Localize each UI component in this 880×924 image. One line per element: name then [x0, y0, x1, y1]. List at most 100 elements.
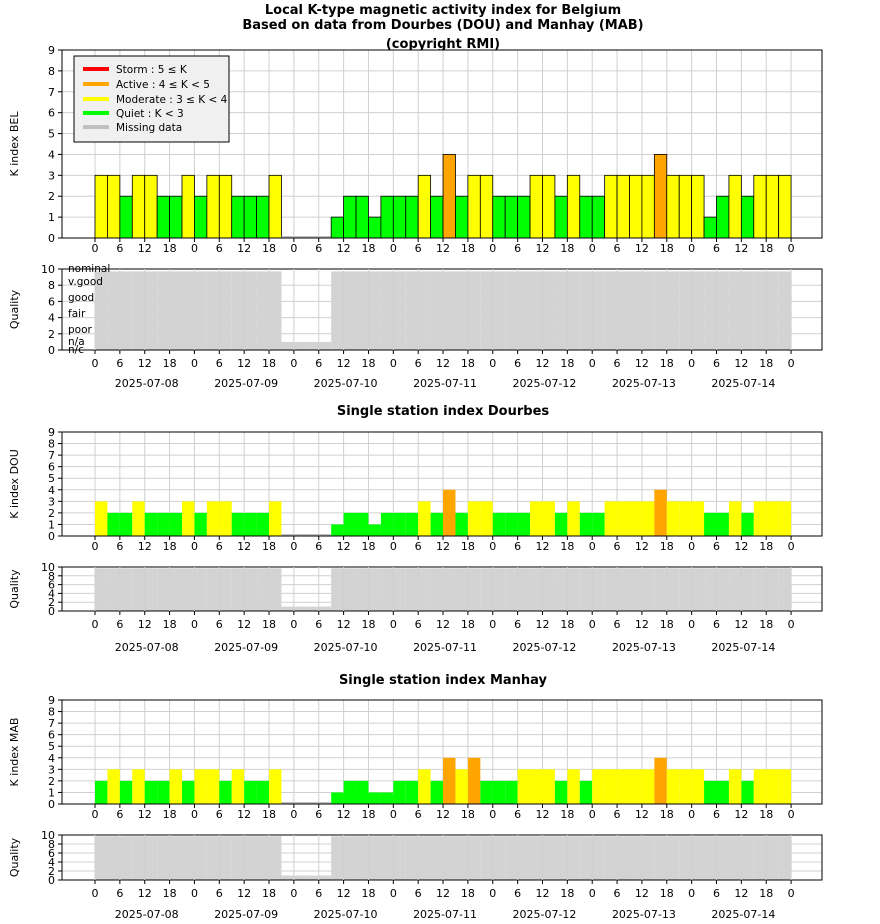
mab-bar	[331, 792, 344, 804]
bel-quality-xtick-label: 6	[116, 357, 123, 370]
mab-quality-bar	[206, 836, 220, 880]
mab-quality-bar	[679, 836, 692, 880]
dou-bar	[666, 501, 680, 536]
bel-ytick-label: 2	[48, 190, 55, 203]
dou-bar	[231, 512, 245, 536]
mab-bar	[455, 769, 468, 804]
dou-quality-bar	[144, 568, 158, 611]
dou-quality-ytick-label: 8	[48, 570, 55, 583]
dou-quality-bar	[505, 568, 518, 611]
mab-bar	[641, 769, 655, 804]
dou-bar	[629, 501, 642, 536]
dou-quality-bar	[691, 568, 705, 611]
dou-xtick-label: 6	[614, 540, 621, 553]
dou-bar	[592, 512, 605, 536]
bel-quality-bar	[443, 271, 456, 350]
dou-quality-bar	[157, 568, 170, 611]
mab-bar	[231, 769, 245, 804]
mab-bar	[629, 769, 642, 804]
bel-bar	[666, 174, 680, 239]
bel-bar	[467, 174, 481, 239]
bel-quality-plot-frame	[61, 268, 823, 351]
bel-bar	[616, 174, 630, 239]
mab-bar	[617, 769, 630, 804]
bel-quality-panel: 0 2 4 6 8 10 0 6 12 18 0 6 12 18 0 6 12 18 0 6 12 18 0 6 12 18 0 6 1…	[8, 263, 823, 390]
dou-xtick-label: 0	[290, 540, 297, 553]
mab-bar	[418, 769, 431, 804]
dou-quality-xtick-label: 18	[361, 618, 375, 631]
mab-quality-bar	[629, 836, 642, 880]
dou-xtick-label: 18	[361, 540, 375, 553]
legend-label-active: Active : 4 ≤ K < 5	[116, 79, 210, 91]
dou-bar	[244, 512, 257, 536]
mab-quality-bar	[306, 875, 319, 880]
bel-quality-xtick-label: 18	[660, 357, 674, 370]
mab-quality-bar	[542, 836, 555, 880]
mab-bar	[530, 769, 543, 804]
quality-level-label: n/a	[68, 336, 85, 348]
bel-quality-bar	[169, 271, 183, 350]
bel-quality-bar	[119, 271, 133, 350]
mab-quality-xtick-label: 18	[660, 887, 674, 900]
bel-bar	[194, 195, 208, 239]
mab-bar	[144, 780, 158, 804]
dou-quality-xtick-label: 0	[688, 618, 695, 631]
mab-quality-xtick-label: 6	[415, 887, 422, 900]
bel-xtick-label: 0	[788, 242, 795, 255]
dou-quality-bar	[443, 568, 456, 611]
bel-quality-xtick-label: 18	[262, 357, 276, 370]
dou-quality-bar	[182, 568, 195, 611]
dou-quality-xtick-label: 0	[788, 618, 795, 631]
bel-xtick-label: 0	[688, 242, 695, 255]
bel-bar	[231, 195, 245, 239]
dou-quality-bar	[269, 568, 282, 611]
bel-quality-xtick-label: 0	[191, 357, 198, 370]
bel-xtick-label: 6	[315, 242, 322, 255]
mab-bar	[542, 769, 555, 804]
mab-quality-bar	[517, 836, 531, 880]
dou-bar	[728, 501, 742, 536]
dou-quality-bar	[244, 568, 257, 611]
bel-bar-missing	[306, 236, 319, 238]
dou-quality-xtick-label: 12	[138, 618, 152, 631]
mab-bar	[343, 780, 357, 804]
mab-quality-bar	[231, 836, 245, 880]
mab-quality-bar	[182, 836, 195, 880]
bel-bar	[330, 216, 345, 239]
mab-quality-bar	[356, 836, 369, 880]
dou-plot-frame	[61, 431, 823, 537]
quality-level-label: nominal	[68, 263, 110, 275]
dou-quality-xtick-label: 12	[635, 618, 649, 631]
bel-quality-xtick-label: 0	[688, 357, 695, 370]
bel-quality-date-label: 2025-07-14	[711, 377, 775, 390]
mab-quality-bar	[281, 875, 294, 880]
bel-xtick-label: 0	[390, 242, 397, 255]
dou-quality-bar	[132, 568, 145, 611]
mab-bar	[169, 769, 183, 804]
mab-quality-xtick-label: 18	[461, 887, 475, 900]
dou-xtick-label: 12	[237, 540, 251, 553]
dou-quality-bar	[579, 568, 593, 611]
bel-quality-bar	[716, 271, 729, 350]
dou-quality-xtick-label: 12	[436, 618, 450, 631]
bel-xtick-label: 12	[436, 242, 450, 255]
bel-bar	[591, 195, 606, 239]
mab-quality-bar	[716, 836, 729, 880]
figure-title: Local K-type magnetic activity index for…	[265, 3, 621, 18]
mab-quality-bar	[455, 836, 468, 880]
bel-bar	[430, 195, 444, 239]
mab-quality-xtick-label: 18	[560, 887, 574, 900]
dou-quality-bar	[331, 568, 344, 611]
dou-quality-xtick-label: 0	[290, 618, 297, 631]
bel-quality-date-label: 2025-07-12	[513, 377, 577, 390]
dou-quality-bar	[467, 568, 481, 611]
bel-quality-ytick-label: 0	[48, 344, 55, 357]
bel-quality-bar	[604, 271, 618, 350]
mab-quality-xtick-label: 12	[635, 887, 649, 900]
dou-ytick-label: 2	[48, 507, 55, 520]
bel-bar	[653, 154, 668, 239]
dou-bar	[766, 501, 779, 536]
bel-bar	[716, 195, 730, 239]
